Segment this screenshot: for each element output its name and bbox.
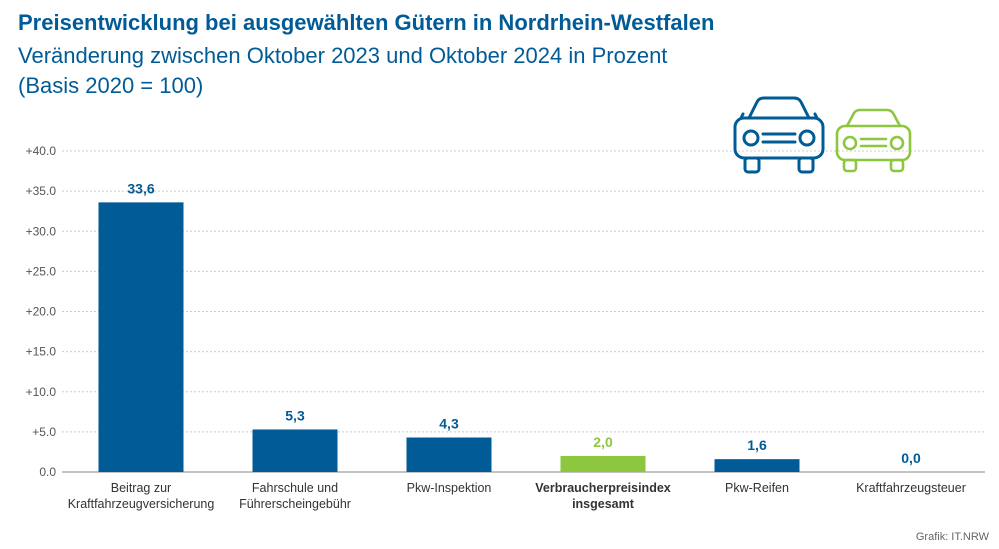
- grid-layer: [62, 150, 985, 473]
- category-label: Fahrschule und Führerscheingebühr: [239, 481, 351, 511]
- bar: [406, 437, 492, 472]
- icon-layer: [733, 96, 912, 174]
- label-layer: 33,6 Beitrag zur Kraftfahrzeugversicherung…: [68, 180, 966, 511]
- value-label: 1,6: [747, 437, 767, 453]
- bar: [714, 459, 800, 472]
- category-label: Beitrag zur Kraftfahrzeugversicherung: [68, 481, 215, 511]
- y-axis: 0.0 +5.0 +10.0 +15.0 +20.0 +25.0 +30.0 +35.0 +40…: [26, 144, 57, 479]
- value-label: 0,0: [901, 450, 921, 466]
- bar-layer: [98, 202, 800, 473]
- y-tick-label: +5.0: [32, 425, 56, 439]
- car-icon-blue: [733, 96, 825, 174]
- chart-subtitle-basis: (Basis 2020 = 100): [18, 73, 204, 98]
- y-tick-label: +10.0: [26, 385, 57, 399]
- y-tick-label: +35.0: [26, 184, 57, 198]
- value-label: 5,3: [285, 407, 305, 423]
- y-tick-label: +30.0: [26, 224, 57, 238]
- y-tick-label: +15.0: [26, 345, 57, 359]
- category-label: Pkw-Reifen: [725, 481, 789, 495]
- value-label: 2,0: [593, 434, 613, 450]
- category-label: Verbraucherpreisindex insgesamt: [535, 481, 671, 511]
- value-label: 4,3: [439, 415, 459, 431]
- y-tick-label: +20.0: [26, 305, 57, 319]
- bar: [560, 455, 646, 472]
- bar: [98, 202, 184, 473]
- category-label: Kraftfahrzeugsteuer: [856, 481, 966, 495]
- category-label: Pkw-Inspektion: [407, 481, 492, 495]
- bar: [252, 429, 338, 472]
- car-icon-green: [835, 108, 912, 173]
- y-tick-label: 0.0: [39, 465, 56, 479]
- value-label: 33,6: [127, 180, 154, 196]
- y-tick-label: +40.0: [26, 144, 57, 158]
- chart-subtitle: Veränderung zwischen Oktober 2023 und Ok…: [18, 43, 668, 68]
- y-tick-label: +25.0: [26, 264, 57, 278]
- source-credit: Grafik: IT.NRW: [915, 531, 989, 543]
- chart-title: Preisentwicklung bei ausgewählten Gütern…: [18, 10, 715, 35]
